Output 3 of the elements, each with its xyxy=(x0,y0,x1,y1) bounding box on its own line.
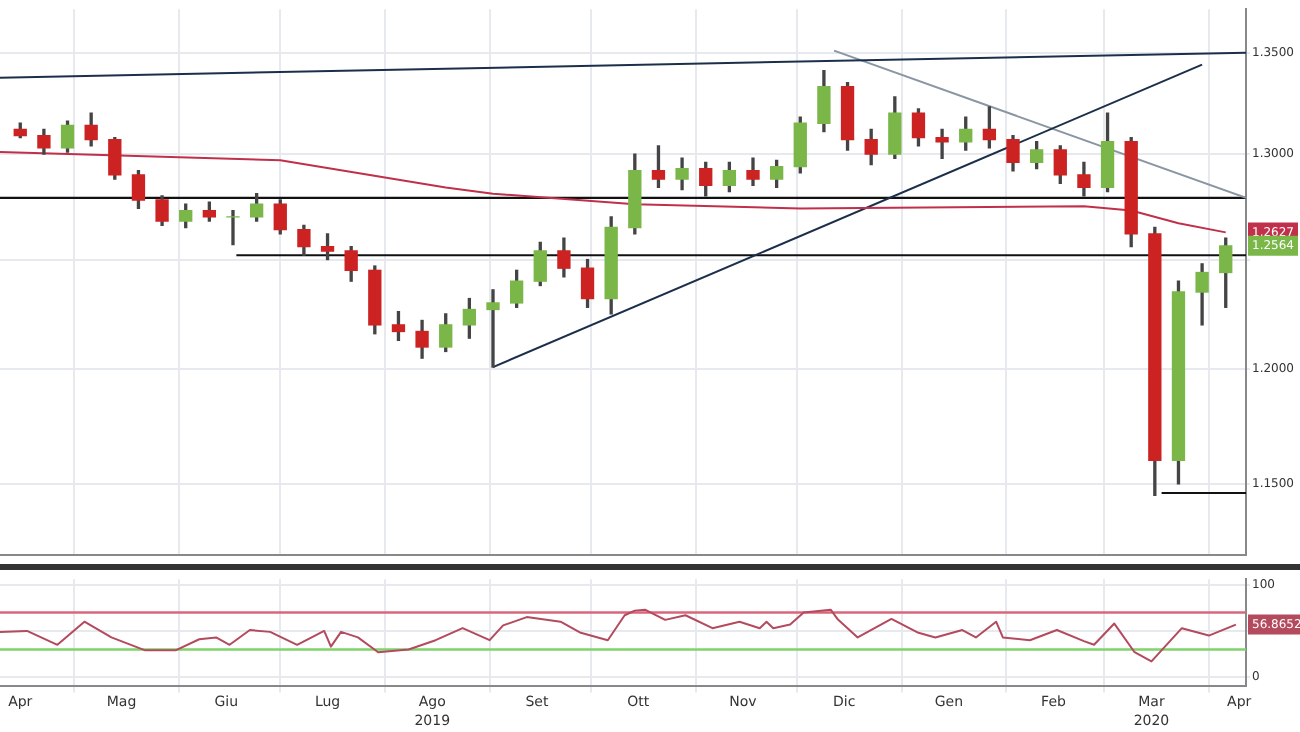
candlestick xyxy=(226,209,240,246)
candlestick xyxy=(935,128,949,159)
candlestick xyxy=(486,289,500,368)
